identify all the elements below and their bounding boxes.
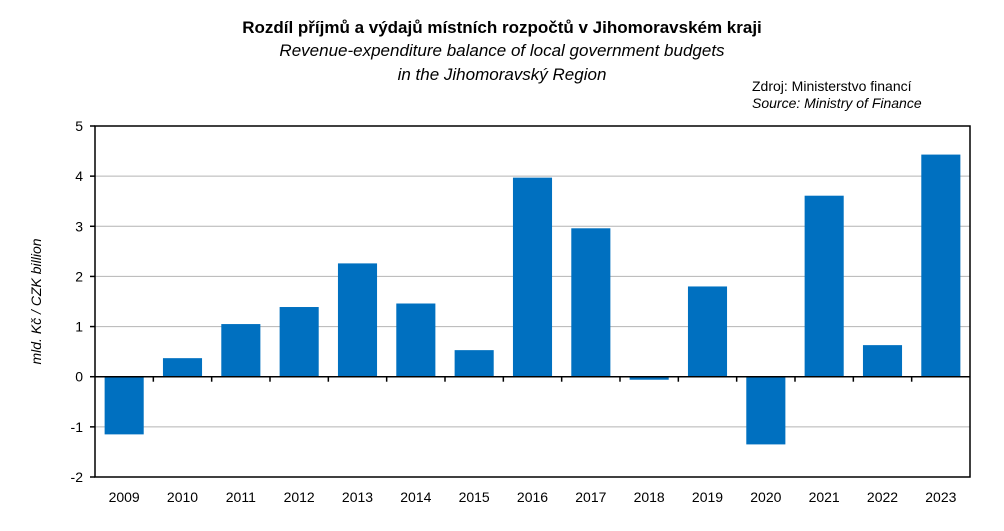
bar-2021 [804, 195, 844, 377]
bar-2010 [162, 358, 203, 377]
x-tick-label: 2009 [109, 489, 140, 505]
bar-2022 [862, 345, 903, 377]
bar-2018 [629, 376, 669, 380]
plot-frame [94, 125, 971, 478]
y-tick-label: 3 [75, 218, 83, 234]
x-tick-label: 2018 [634, 489, 665, 505]
source-en: Source: Ministry of Finance [752, 95, 922, 111]
bar-2014 [396, 303, 436, 377]
x-tick-label: 2010 [167, 489, 198, 505]
x-tick-label: 2014 [400, 489, 431, 505]
x-tick-label: 2012 [284, 489, 315, 505]
source-cz: Zdroj: Ministerstvo financí [752, 78, 912, 94]
x-tick-label: 2020 [750, 489, 781, 505]
y-tick-label: -2 [71, 469, 84, 485]
chart-subtitle-1: Revenue-expenditure balance of local gov… [279, 41, 725, 60]
bar-2017 [571, 228, 611, 377]
bar-2019 [687, 286, 728, 377]
chart-title: Rozdíl příjmů a výdajů místních rozpočtů… [242, 18, 762, 37]
y-tick-label: 2 [75, 268, 83, 284]
y-axis-label: mld. Kč / CZK billion [28, 238, 44, 364]
x-tick-label: 2019 [692, 489, 723, 505]
y-tick-label: 1 [75, 319, 83, 335]
bar-2013 [337, 263, 378, 377]
y-tick-label: 5 [75, 118, 83, 134]
bar-2009 [104, 376, 144, 435]
x-tick-label: 2023 [925, 489, 956, 505]
x-tick-label: 2016 [517, 489, 548, 505]
bar-2015 [454, 350, 494, 377]
bar-2023 [921, 154, 961, 377]
y-tick-label: 4 [75, 168, 83, 184]
bar-2012 [279, 307, 319, 377]
bar-2011 [221, 324, 261, 377]
x-tick-label: 2022 [867, 489, 898, 505]
bar-2020 [746, 376, 786, 445]
x-tick-label: 2015 [459, 489, 490, 505]
x-tick-label: 2013 [342, 489, 373, 505]
x-tick-label: 2011 [226, 489, 256, 505]
y-tick-label: -1 [71, 419, 84, 435]
y-tick-label: 0 [75, 369, 83, 385]
x-tick-label: 2021 [809, 489, 840, 505]
chart-subtitle-2: in the Jihomoravský Region [397, 65, 607, 84]
x-tick-label: 2017 [575, 489, 606, 505]
bar-2016 [512, 177, 553, 377]
